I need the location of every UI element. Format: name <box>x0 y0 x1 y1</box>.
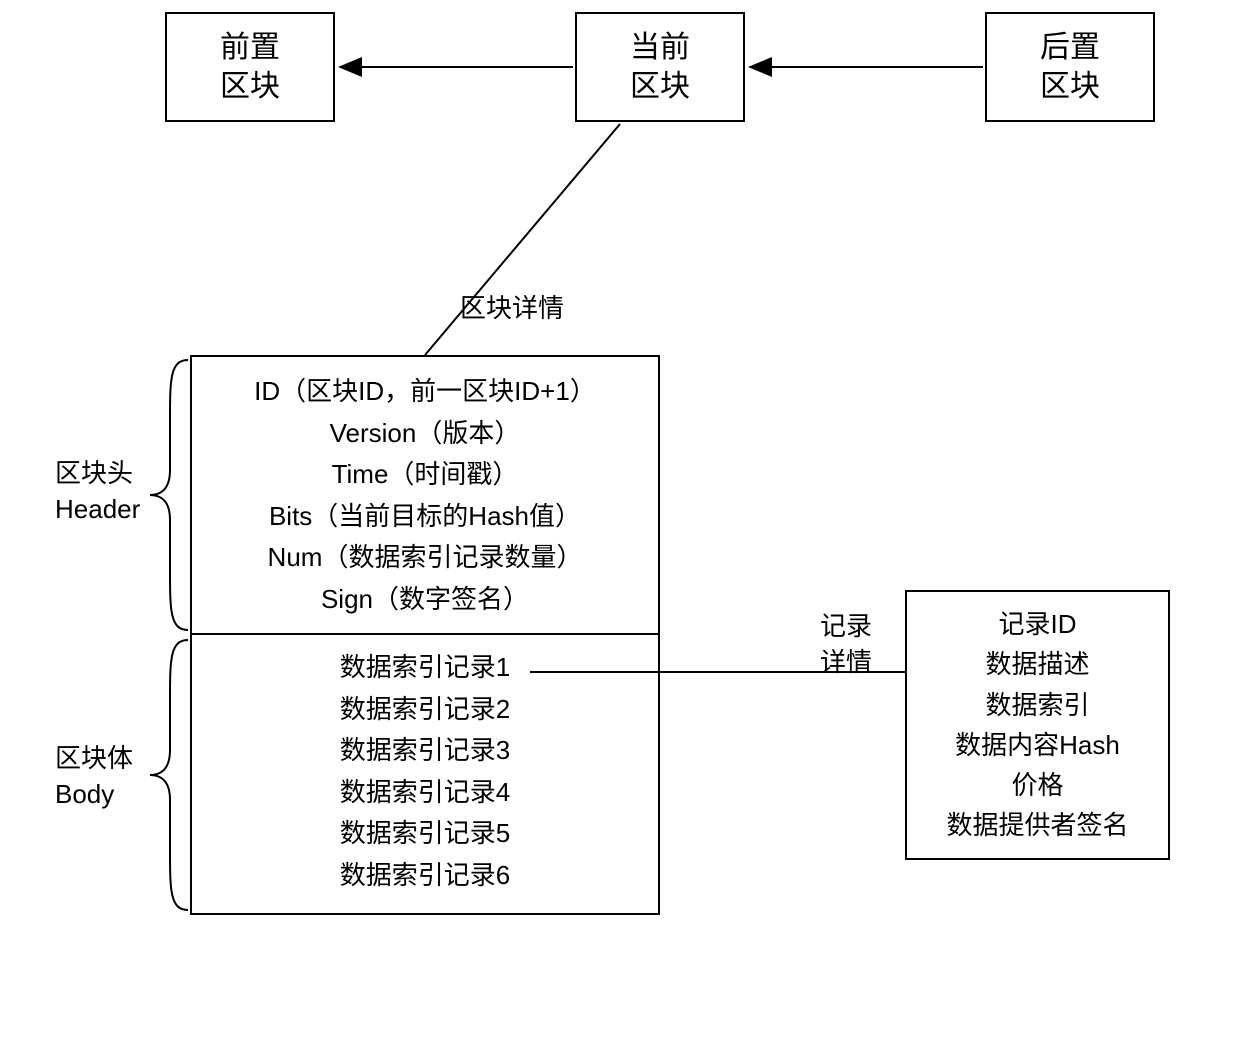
body-record-3: 数据索引记录3 <box>202 730 648 772</box>
header-field-version: Version（版本） <box>202 413 648 455</box>
header-side-label: 区块头 Header <box>55 455 140 528</box>
next-block-line2: 区块 <box>1040 67 1100 106</box>
header-field-num: Num（数据索引记录数量） <box>202 537 648 579</box>
body-record-6: 数据索引记录6 <box>202 855 648 897</box>
block-header-box: ID（区块ID，前一区块ID+1） Version（版本） Time（时间戳） … <box>190 355 660 635</box>
block-body-box: 数据索引记录1 数据索引记录2 数据索引记录3 数据索引记录4 数据索引记录5 … <box>190 635 660 915</box>
detail-field-6: 数据提供者签名 <box>917 805 1158 845</box>
detail-field-1: 记录ID <box>917 604 1158 644</box>
current-block: 当前 区块 <box>575 12 745 122</box>
body-label-line2: Body <box>55 776 133 812</box>
detail-field-5: 价格 <box>917 765 1158 805</box>
record-detail-box: 记录ID 数据描述 数据索引 数据内容Hash 价格 数据提供者签名 <box>905 590 1170 860</box>
body-record-2: 数据索引记录2 <box>202 689 648 731</box>
header-field-id: ID（区块ID，前一区块ID+1） <box>202 371 648 413</box>
body-record-1: 数据索引记录1 <box>202 647 648 689</box>
header-brace <box>150 360 188 630</box>
record-detail-label: 记录 详情 <box>820 608 872 681</box>
body-record-5: 数据索引记录5 <box>202 813 648 855</box>
header-field-time: Time（时间戳） <box>202 454 648 496</box>
next-block: 后置 区块 <box>985 12 1155 122</box>
block-detail-label: 区块详情 <box>460 290 564 326</box>
prev-block-line2: 区块 <box>220 67 280 106</box>
body-label-line1: 区块体 <box>55 740 133 776</box>
header-field-bits: Bits（当前目标的Hash值） <box>202 496 648 538</box>
current-block-line1: 当前 <box>630 28 690 67</box>
current-block-line2: 区块 <box>630 67 690 106</box>
header-field-sign: Sign（数字签名） <box>202 579 648 621</box>
previous-block: 前置 区块 <box>165 12 335 122</box>
prev-block-line1: 前置 <box>220 28 280 67</box>
detail-field-4: 数据内容Hash <box>917 725 1158 765</box>
body-brace <box>150 640 188 910</box>
record-detail-line2: 详情 <box>820 644 872 680</box>
detail-field-3: 数据索引 <box>917 685 1158 725</box>
next-block-line1: 后置 <box>1040 28 1100 67</box>
record-detail-line1: 记录 <box>820 608 872 644</box>
body-side-label: 区块体 Body <box>55 740 133 813</box>
header-label-line2: Header <box>55 491 140 527</box>
detail-field-2: 数据描述 <box>917 644 1158 684</box>
body-record-4: 数据索引记录4 <box>202 772 648 814</box>
header-label-line1: 区块头 <box>55 455 140 491</box>
